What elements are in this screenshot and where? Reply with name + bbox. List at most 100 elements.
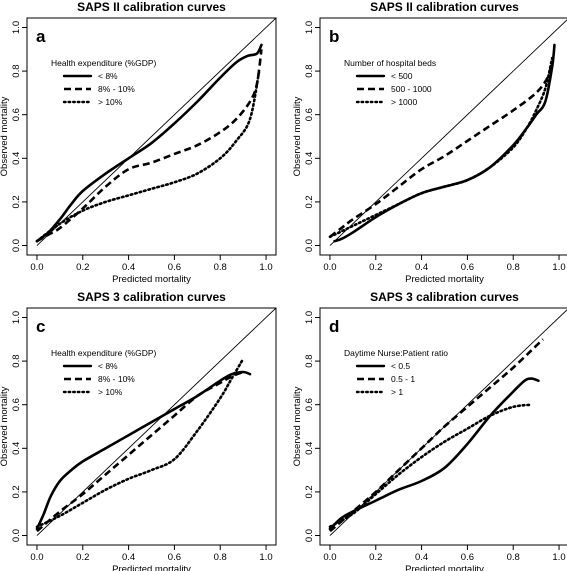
x-tick-label: 1.0	[552, 262, 565, 273]
panel-letter: b	[329, 27, 339, 46]
x-tick-label: 0.8	[214, 552, 227, 563]
legend-label: > 1000	[391, 97, 418, 107]
legend-title: Health expenditure (%GDP)	[51, 348, 157, 358]
plot-frame	[26, 307, 277, 546]
series-line-2	[36, 370, 244, 533]
x-tick-label: 0.8	[507, 552, 520, 563]
chart-title: SAPS II calibration curves	[370, 0, 519, 14]
y-tick-label: 0.8	[11, 354, 22, 367]
x-tick-label: 0.8	[214, 262, 227, 273]
y-tick-label: 0.8	[11, 64, 22, 77]
series-line-1	[35, 370, 252, 531]
chart-title: SAPS II calibration curves	[77, 0, 226, 14]
y-axis-label: Observed mortality	[0, 96, 10, 176]
x-tick-label: 1.0	[552, 552, 565, 563]
panel-letter: d	[329, 317, 339, 336]
y-axis-label: Observed mortality	[292, 386, 303, 466]
x-axis-label: Predicted mortality	[112, 564, 191, 571]
x-axis-label: Predicted mortality	[405, 274, 484, 285]
legend-title: Number of hospital beds	[344, 58, 436, 68]
y-tick-label: 0.2	[11, 485, 22, 498]
y-tick-label: 0.6	[11, 108, 22, 121]
series-line-1	[328, 377, 540, 531]
y-tick-label: 0.2	[304, 195, 315, 208]
legend-label: 8% - 10%	[98, 374, 135, 384]
y-tick-label: 0.0	[11, 239, 22, 252]
x-tick-label: 0.2	[76, 552, 89, 563]
reference-diagonal	[36, 308, 276, 536]
series-line-3	[328, 56, 554, 239]
reference-diagonal	[329, 19, 567, 246]
y-tick-label: 0.2	[11, 195, 22, 208]
x-tick-label: 0.2	[369, 552, 382, 563]
x-tick-label: 0.8	[507, 262, 520, 273]
legend: Number of hospital beds < 500 500 - 1000 > …	[344, 58, 436, 107]
legend: Health expenditure (%GDP) < 8% 8% - 10% > 1…	[51, 58, 157, 107]
y-tick-label: 0.6	[304, 398, 315, 411]
x-tick-label: 0.2	[76, 262, 89, 273]
y-tick-label: 1.0	[11, 311, 22, 324]
y-tick-label: 0.8	[304, 354, 315, 367]
reference-diagonal	[36, 18, 276, 246]
series-line-3	[35, 357, 245, 529]
plot-frame	[319, 17, 567, 256]
reference-diagonal	[329, 309, 567, 536]
y-tick-label: 0.4	[11, 152, 22, 165]
y-tick-label: 1.0	[304, 21, 315, 34]
x-tick-label: 0.6	[168, 262, 181, 273]
panel-d: SAPS 3 calibration curves d 0.0 0.2 0.4 0.6 0.…	[292, 290, 567, 571]
legend-label: < 8%	[98, 361, 118, 371]
series-line-1	[333, 43, 556, 243]
x-axis-label: Predicted mortality	[405, 564, 484, 571]
legend-label: < 0.5	[391, 361, 410, 371]
y-tick-label: 0.0	[304, 529, 315, 542]
y-tick-label: 0.8	[304, 64, 315, 77]
plot-frame	[26, 17, 277, 256]
series-line-2	[329, 338, 544, 533]
x-tick-label: 0.4	[415, 552, 428, 563]
y-axis-label: Observed mortality	[0, 386, 10, 466]
y-tick-label: 0.2	[304, 485, 315, 498]
legend-label: > 1	[391, 387, 403, 397]
panel-letter: a	[36, 27, 46, 46]
x-tick-label: 0.4	[122, 552, 135, 563]
y-tick-label: 0.4	[304, 152, 315, 165]
chart-title: SAPS 3 calibration curves	[370, 290, 519, 304]
x-tick-label: 0.2	[369, 262, 382, 273]
legend-label: < 8%	[98, 71, 118, 81]
x-tick-label: 0.0	[30, 552, 43, 563]
legend-title: Daytime Nurse:Patient ratio	[344, 348, 448, 358]
panel-c: SAPS 3 calibration curves c 0.0 0.2 0.4 0.6 0.…	[0, 290, 277, 571]
y-tick-label: 0.6	[11, 398, 22, 411]
x-tick-label: 0.4	[122, 262, 135, 273]
legend: Health expenditure (%GDP) < 8% 8% - 10% > 1…	[51, 348, 157, 397]
panel-b: SAPS II calibration curves b 0.0 0.2 0.4 0.6 0…	[292, 0, 567, 285]
legend-label: < 500	[391, 71, 413, 81]
legend-title: Health expenditure (%GDP)	[51, 58, 157, 68]
legend-label: 0.5 - 1	[391, 374, 415, 384]
series-line-2	[36, 49, 263, 243]
legend-label: > 10%	[98, 387, 123, 397]
x-tick-label: 0.4	[415, 262, 428, 273]
panel-a: SAPS II calibration curves a 0.0 0.2 0.4 0.6 0…	[0, 0, 277, 285]
series-line-2	[329, 61, 554, 238]
y-tick-label: 1.0	[11, 21, 22, 34]
legend-label: 500 - 1000	[391, 84, 432, 94]
series-line-3	[35, 69, 261, 243]
series-line-3	[328, 403, 533, 529]
y-axis-label: Observed mortality	[292, 96, 303, 176]
y-tick-label: 0.0	[11, 529, 22, 542]
chart-title: SAPS 3 calibration curves	[77, 290, 226, 304]
x-tick-label: 0.6	[461, 552, 474, 563]
legend: Daytime Nurse:Patient ratio < 0.5 0.5 - 1 >…	[344, 348, 448, 397]
y-tick-label: 0.0	[304, 239, 315, 252]
panel-letter: c	[36, 317, 45, 336]
x-tick-label: 0.0	[323, 262, 336, 273]
x-axis-label: Predicted mortality	[112, 274, 191, 285]
legend-label: 8% - 10%	[98, 84, 135, 94]
y-tick-label: 0.4	[304, 442, 315, 455]
x-tick-label: 1.0	[259, 262, 272, 273]
legend-label: > 10%	[98, 97, 123, 107]
y-tick-label: 0.4	[11, 442, 22, 455]
